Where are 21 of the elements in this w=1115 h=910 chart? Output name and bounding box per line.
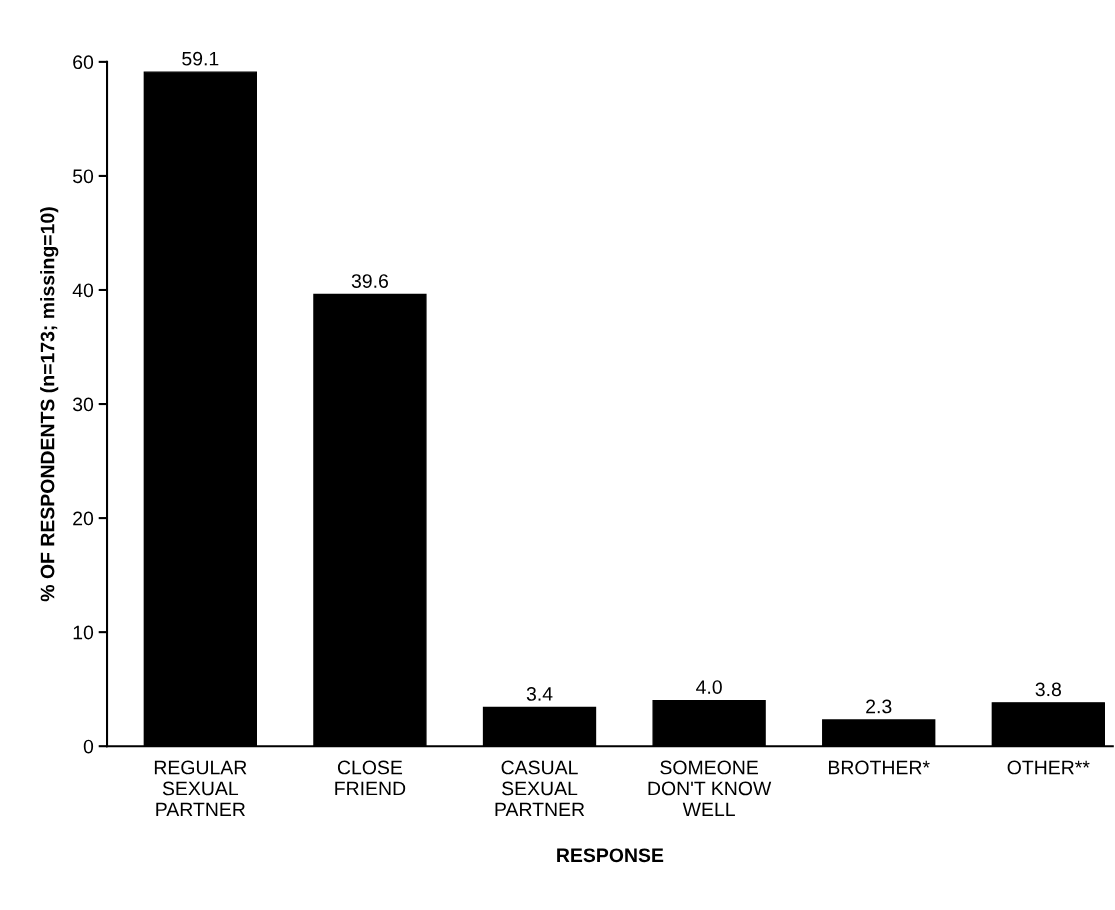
data-label: 59.1	[182, 51, 219, 66]
y-tick-label: 40	[72, 283, 94, 298]
data-label: 3.8	[1035, 682, 1061, 697]
y-tick-label: 50	[73, 169, 94, 184]
x-tick-label: CLOSE FRIEND	[335, 760, 406, 796]
x-tick-label: SOMEONE DON'T KNOW WELL	[648, 760, 772, 817]
y-tick-label: 30	[72, 397, 94, 412]
data-label: 39.6	[351, 274, 388, 288]
data-label: 2.3	[866, 699, 892, 714]
data-label: 3.4	[526, 687, 553, 701]
x-tick-label: CASUAL SEXUAL PARTNER	[495, 760, 585, 817]
x-tick-label: BROTHER*	[829, 760, 930, 775]
x-axis-title: RESPONSE	[557, 848, 664, 863]
y-tick-label: 60	[73, 55, 94, 70]
x-tick-label: REGULAR SEXUAL PARTNER	[154, 760, 247, 817]
data-label: 4.0	[696, 680, 722, 694]
x-tick-label: OTHER**	[1007, 760, 1090, 775]
y-axis-title: % OF RESPONDENTS (n=173; missing=10)	[40, 207, 59, 602]
y-tick-label: 10	[73, 625, 94, 640]
y-tick-label: 20	[73, 511, 94, 526]
y-tick-label: 0	[83, 739, 94, 754]
